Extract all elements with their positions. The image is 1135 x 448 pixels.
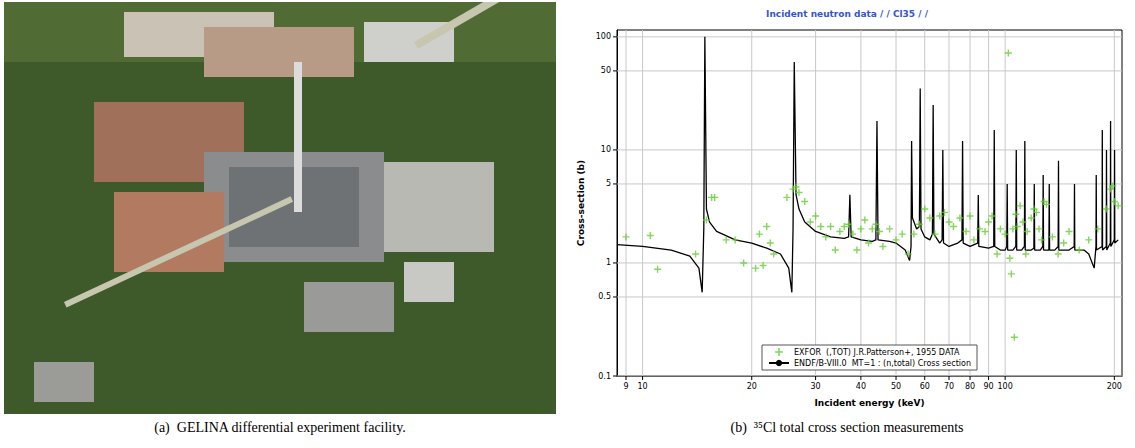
- svg-text:9: 9: [623, 382, 628, 391]
- svg-text:10: 10: [601, 145, 611, 154]
- svg-text:90: 90: [983, 382, 993, 391]
- html-text:(a) GELINA differential experi: (a) GELINA differential experiment facil…: [154, 420, 406, 435]
- svg-text:Incident energy (keV): Incident energy (keV): [814, 398, 924, 408]
- svg-text:Cross-section (b): Cross-section (b): [576, 160, 586, 246]
- svg-text:200: 200: [1107, 382, 1122, 391]
- svg-text:70: 70: [944, 382, 954, 391]
- svg-text:Incident neutron data / / Cl35: Incident neutron data / / Cl35 / /: [766, 9, 929, 19]
- svg-text:0.5: 0.5: [598, 292, 611, 301]
- svg-text:100: 100: [596, 32, 611, 41]
- svg-text:30: 30: [810, 382, 820, 391]
- svg-text:40: 40: [856, 382, 866, 391]
- svg-text:50: 50: [601, 66, 611, 75]
- svg-text:1: 1: [606, 258, 611, 267]
- svg-text:ENDF/B-VIII.0 MT=1 : (n,total: ENDF/B-VIII.0 MT=1 : (n,total) Cross sec…: [794, 359, 971, 368]
- svg-text:100: 100: [998, 382, 1013, 391]
- svg-text:10: 10: [637, 382, 647, 391]
- svg-text:50: 50: [891, 382, 901, 391]
- svg-text:EXFOR (,TOT) J.R.Patterson+,: EXFOR (,TOT) J.R.Patterson+, 1955 DATA: [794, 348, 960, 357]
- svg-text:60: 60: [920, 382, 930, 391]
- svg-text:0.1: 0.1: [598, 372, 611, 381]
- svg-text:80: 80: [965, 382, 975, 391]
- html-text:(b) ³⁵Cl total cross section m: (b) ³⁵Cl total cross section measurement…: [730, 420, 964, 435]
- svg-text:5: 5: [606, 179, 611, 188]
- svg-text:20: 20: [747, 382, 757, 391]
